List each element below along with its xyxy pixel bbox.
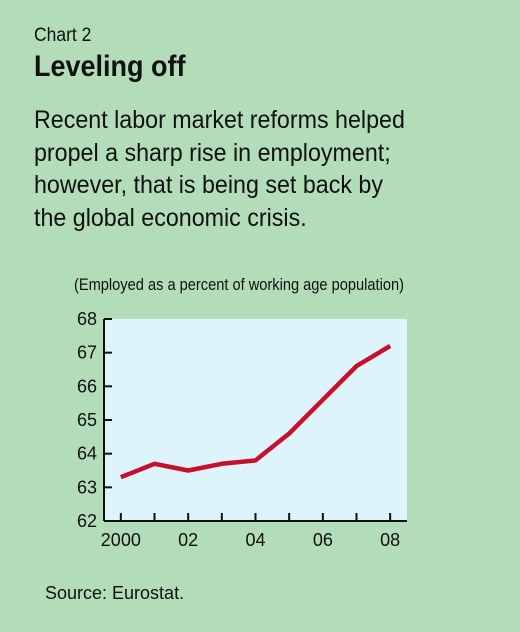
y-tick-label: 64	[77, 444, 97, 464]
y-tick-label: 63	[77, 477, 97, 497]
x-tick-label: 2000	[101, 530, 141, 550]
source-note: Source: Eurostat.	[45, 583, 185, 603]
chart-label: Chart 2	[34, 25, 92, 46]
subtitle-line: propel a sharp rise in employment;	[34, 138, 391, 167]
plot-area	[104, 319, 407, 521]
units-note: (Employed as a percent of working age po…	[74, 275, 404, 294]
x-tick-label: 04	[245, 530, 265, 550]
x-tick-label: 02	[178, 530, 198, 550]
x-tick-label: 06	[313, 530, 333, 550]
y-tick-label: 67	[77, 343, 97, 363]
chart-subtitle: Recent labor market reforms helped prope…	[34, 104, 504, 234]
subtitle-line: however, that is being set back by	[34, 171, 383, 199]
subtitle-line: Recent labor market reforms helped	[34, 106, 405, 134]
chart-title: Leveling off	[34, 50, 186, 83]
subtitle-line: the global economic crisis.	[34, 203, 307, 232]
y-tick-label: 65	[77, 410, 97, 430]
y-tick-label: 62	[77, 511, 97, 531]
y-tick-label: 68	[77, 309, 97, 329]
x-tick-label: 08	[380, 530, 400, 550]
y-tick-label: 66	[77, 376, 97, 396]
series-line	[119, 343, 392, 480]
